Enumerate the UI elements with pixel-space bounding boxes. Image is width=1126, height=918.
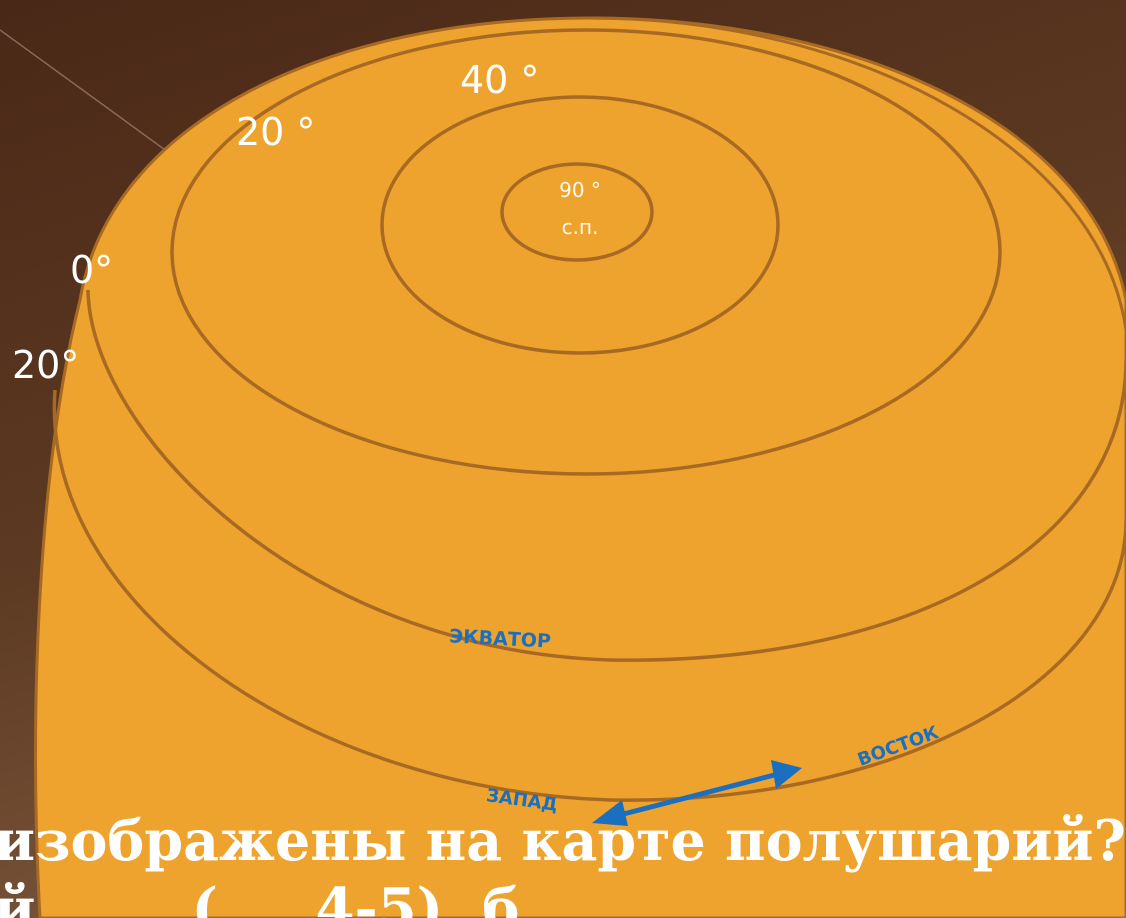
latitude-ring-20 (170, 28, 1002, 476)
latitude-line-20-south (52, 389, 1126, 802)
globe-body (34, 16, 1126, 918)
latitude-label-20-upper: 20 ° (236, 110, 315, 154)
caption-line-2: й ( 4-5) б (0, 876, 520, 918)
latitude-label-0: 0° (70, 248, 113, 292)
latitude-label-40: 40 ° (460, 58, 539, 102)
west-east-arrow (592, 760, 802, 826)
globe-rim-outline (589, 16, 1126, 331)
equator-line (86, 289, 1126, 662)
latitude-label-20-lower: 20° (12, 343, 79, 387)
background-diagonal-line (0, 29, 191, 169)
equator-label: ЭКВАТОР (449, 625, 552, 652)
pole-name-label: с.п. (562, 215, 599, 239)
pole-degrees-label: 90 ° (559, 178, 601, 202)
caption-line-1: изображены на карте полушарий? (0, 808, 1126, 874)
latitude-ring-90 (500, 162, 654, 262)
latitude-ring-40 (380, 95, 780, 355)
